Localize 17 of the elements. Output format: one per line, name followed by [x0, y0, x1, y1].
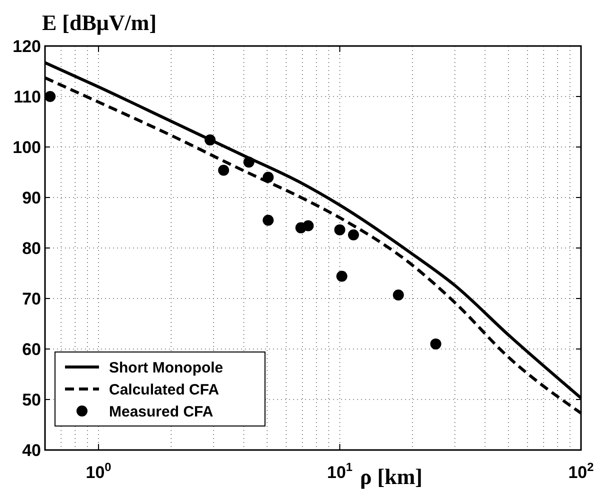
x-tick-label: 10$^{2}$: [568, 460, 594, 482]
x-tick-label: 10$^{0}$: [86, 460, 112, 482]
y-tick-label: 70: [22, 289, 41, 308]
legend-label: Calculated CFA: [109, 381, 220, 398]
y-tick-label: 40: [22, 440, 41, 460]
y-tick-label: 120: [12, 36, 41, 56]
y-tick-label: 60: [22, 340, 41, 359]
y-tick-label: 80: [22, 238, 41, 258]
x-tick-label: 10$^{1}$: [326, 460, 353, 482]
y-tick-label: 90: [22, 188, 41, 208]
y-axis-title: E [dBμV/m]: [42, 10, 157, 35]
y-tick-label: 50: [22, 390, 41, 410]
legend-label: Measured CFA: [109, 403, 214, 420]
y-tick-label: 110: [14, 87, 41, 106]
y-tick-label: 100: [12, 138, 41, 157]
x-axis-title: ρ [km]: [360, 464, 422, 489]
legend-label: Short Monopole: [109, 359, 224, 376]
